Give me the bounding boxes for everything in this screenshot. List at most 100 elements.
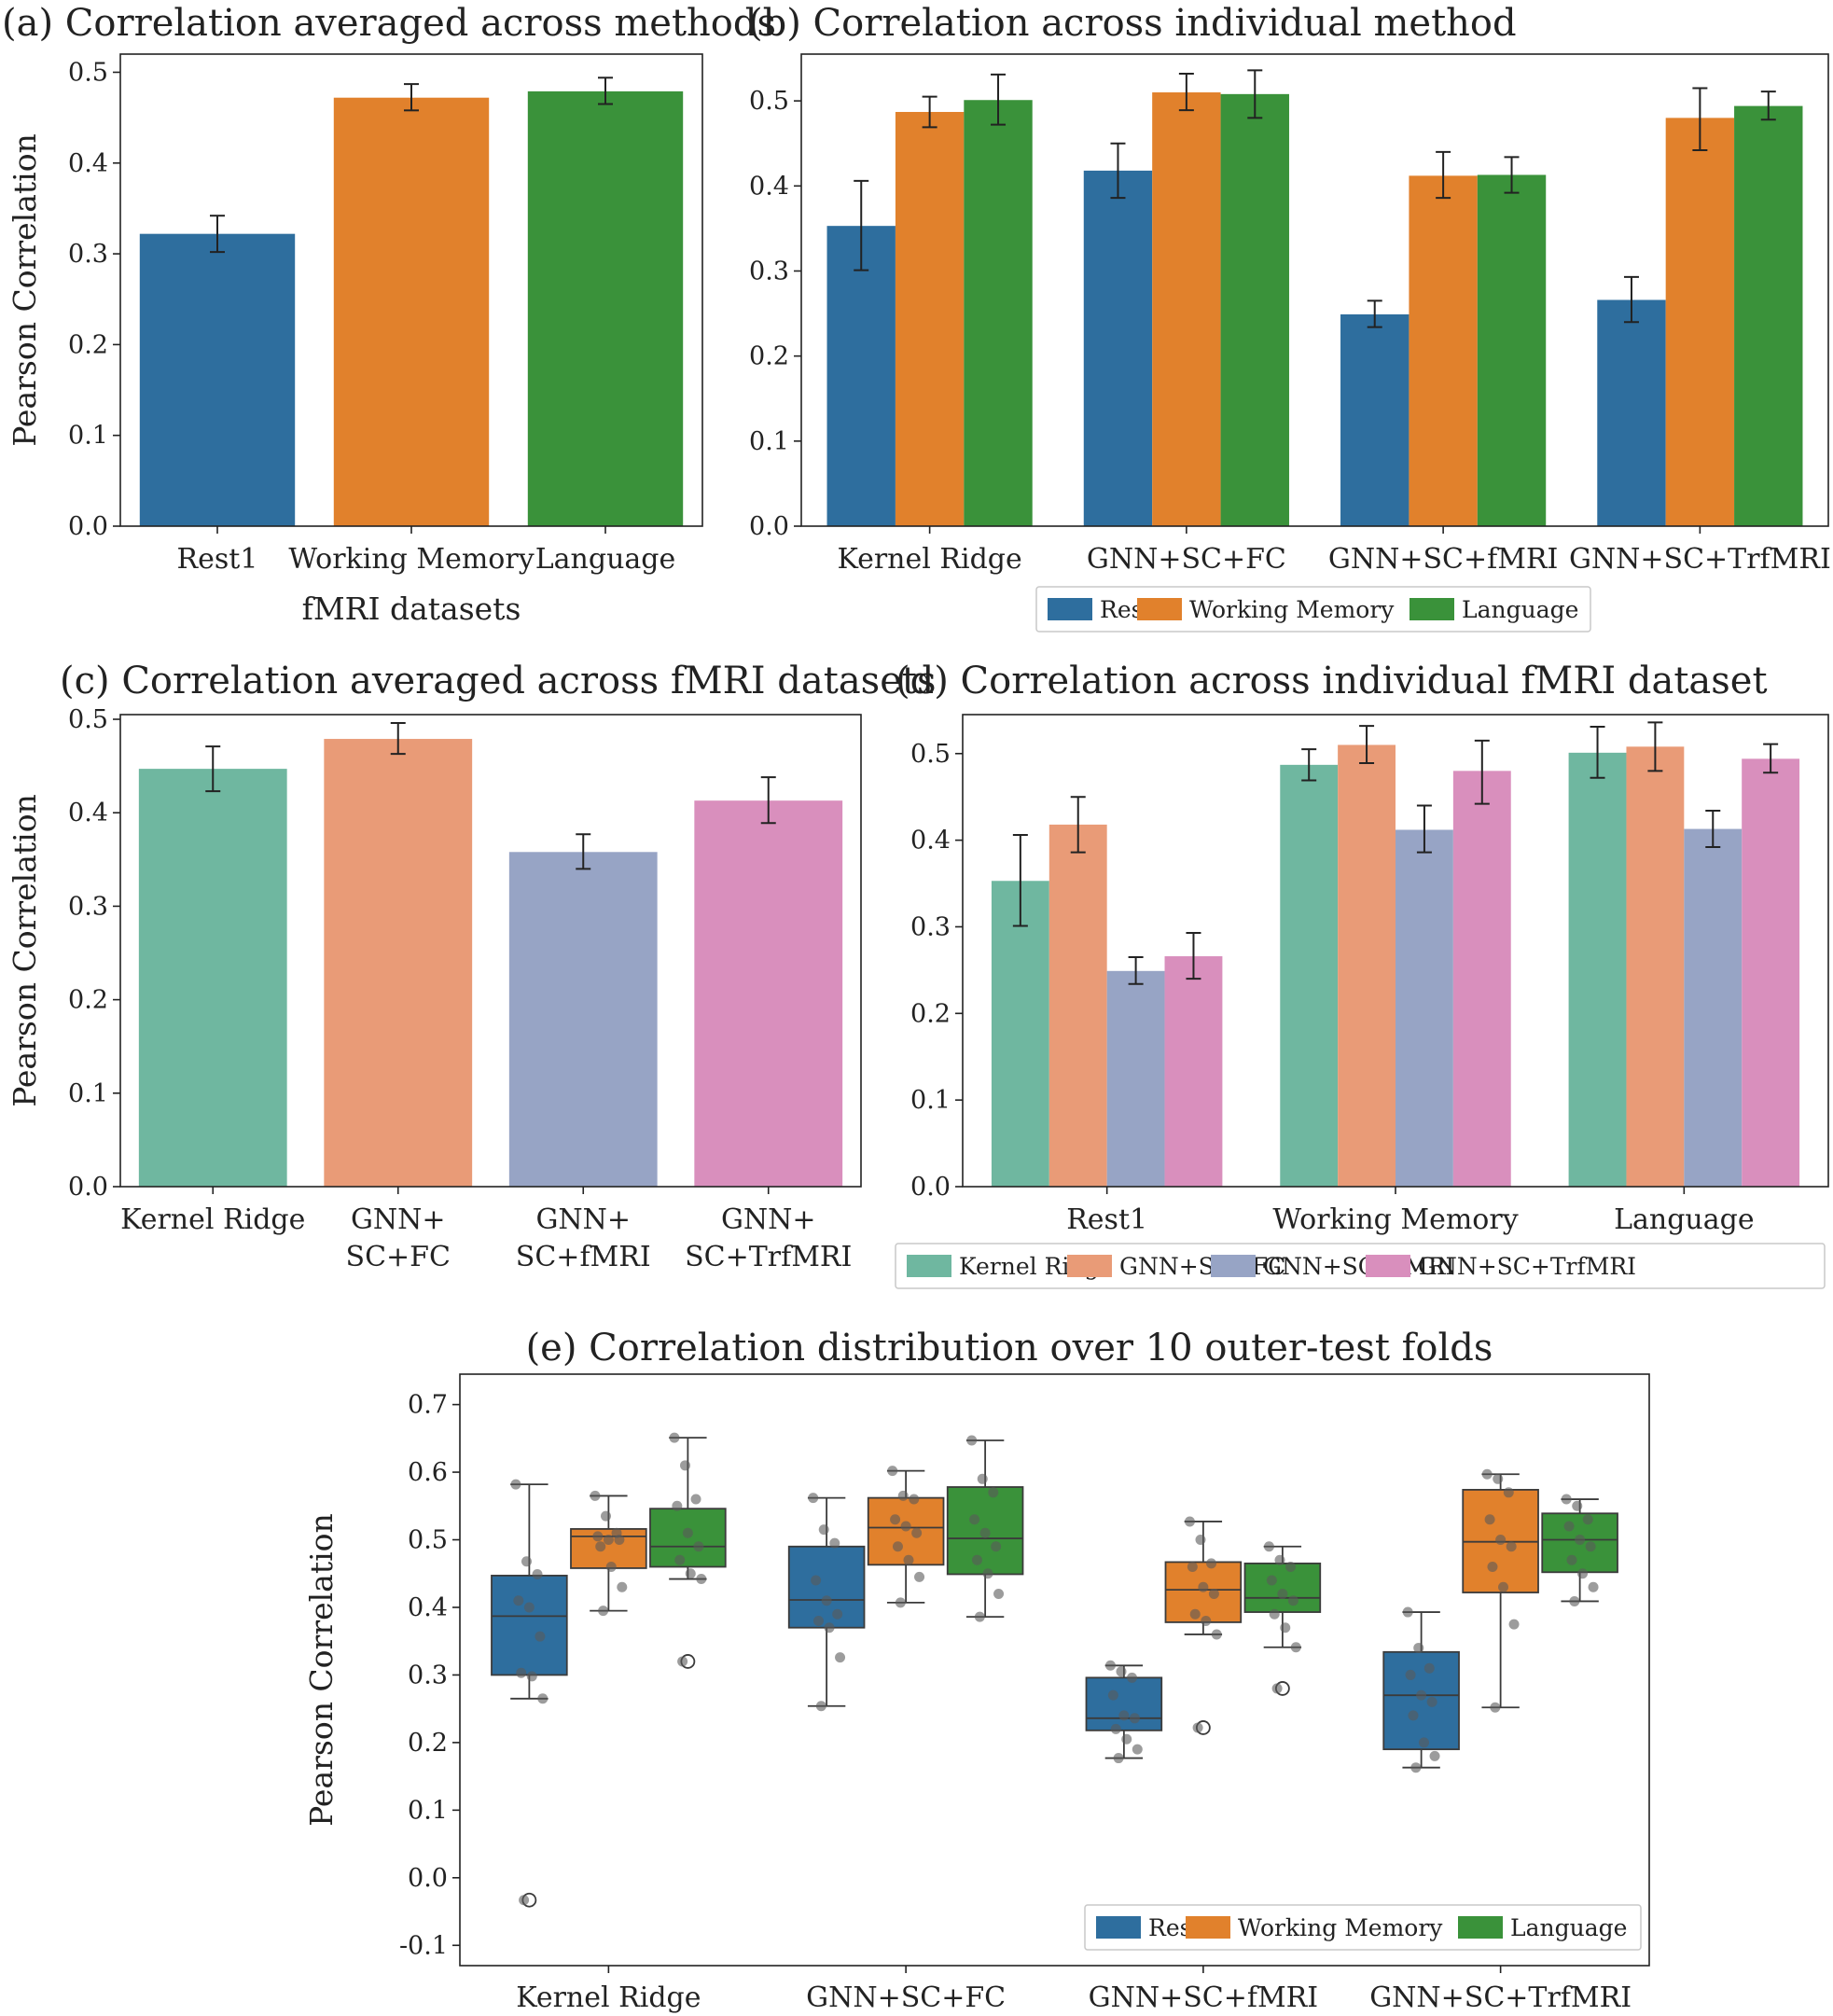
panel-d-ytick-label: 0.2 xyxy=(910,999,951,1028)
panel-e-data-point xyxy=(835,1652,846,1663)
panel-c-bar-chart: Kernel Ridge GNN+ SC+FC GNN+ SC+fMRI GNN+ SC+T… xyxy=(7,660,936,1273)
panel-c-xtick-label: GNN+ xyxy=(535,1203,631,1236)
panel-e-data-point xyxy=(1192,1722,1203,1733)
panel-e-ylabel: Pearson Correlation xyxy=(303,1513,340,1827)
panel-a-ylabel: Pearson Correlation xyxy=(7,133,43,447)
panel-e-box xyxy=(1085,1676,1163,1731)
panel-e-data-point xyxy=(1274,1554,1285,1565)
panel-a-xlabel: fMRI datasets xyxy=(302,591,521,627)
panel-d-bar xyxy=(1452,771,1511,1187)
panel-e-data-point xyxy=(595,1541,606,1552)
panel-b-ytick-label: 0.0 xyxy=(749,512,789,541)
panel-e-data-point xyxy=(909,1494,920,1505)
panel-e-data-point xyxy=(682,1527,693,1538)
panel-e-data-point xyxy=(674,1554,686,1565)
panel-e-data-point xyxy=(1484,1514,1495,1525)
panel-c-ytick-label: 0.3 xyxy=(68,892,108,921)
panel-e-data-point xyxy=(979,1527,991,1538)
panel-e-data-point xyxy=(1487,1562,1498,1573)
panel-e-data-point xyxy=(1277,1588,1288,1599)
panel-a-xtick-label: Language xyxy=(535,543,676,576)
panel-e-data-point xyxy=(1588,1581,1599,1592)
panel-e-xtick-label: Kernel Ridge xyxy=(516,1981,701,2014)
panel-e-data-point xyxy=(679,1460,690,1471)
panel-e-data-point xyxy=(1426,1696,1437,1707)
panel-b-ytick-label: 0.1 xyxy=(749,427,789,456)
panel-e-data-point xyxy=(982,1568,993,1579)
panel-a-bar xyxy=(333,97,490,526)
panel-b-bar xyxy=(1340,313,1409,526)
panel-e-data-point xyxy=(685,1568,696,1579)
panel-e-data-point xyxy=(513,1595,524,1606)
panel-e-box xyxy=(491,1575,568,1676)
panel-c-xtick-label: GNN+ xyxy=(721,1203,816,1236)
panel-a-bar xyxy=(139,233,296,526)
panel-c-bar xyxy=(138,769,287,1187)
panel-d-legend-swatch xyxy=(1067,1255,1112,1277)
panel-e-data-point xyxy=(993,1588,1005,1599)
panel-e-data-point xyxy=(832,1608,843,1620)
panel-b-bar xyxy=(1665,118,1735,526)
panel-e-data-point xyxy=(1201,1615,1212,1626)
panel-e-data-point xyxy=(1263,1541,1274,1552)
panel-e-data-point xyxy=(887,1466,898,1477)
panel-e-data-point xyxy=(988,1487,999,1498)
panel-a-ytick-label: 0.1 xyxy=(68,422,108,451)
panel-a-title: (a) Correlation averaged across methods xyxy=(2,2,776,45)
panel-c-xtick-label: SC+fMRI xyxy=(516,1241,651,1273)
panel-b-bar xyxy=(826,226,896,526)
panel-d-legend-swatch xyxy=(1211,1255,1256,1277)
panel-b-bar xyxy=(1152,92,1221,526)
panel-e-ytick-label: 0.6 xyxy=(408,1458,448,1487)
panel-e-data-point xyxy=(1423,1662,1435,1674)
panel-e-data-point xyxy=(1490,1702,1501,1713)
panel-e-data-point xyxy=(1211,1629,1222,1640)
panel-b-legend-swatch xyxy=(1048,598,1092,620)
panel-e-legend-swatch xyxy=(1458,1916,1503,1939)
panel-b-legend-swatch xyxy=(1409,598,1454,620)
panel-b-bar xyxy=(1220,93,1289,526)
panel-d-xtick-label: Working Memory xyxy=(1272,1203,1518,1236)
panel-e-data-point xyxy=(829,1537,840,1549)
panel-e-data-point xyxy=(526,1671,537,1682)
panel-e-data-point xyxy=(696,1574,707,1585)
panel-b-axes-frame xyxy=(800,53,1829,527)
panel-c-xtick-label: Kernel Ridge xyxy=(120,1203,305,1236)
panel-e-data-point xyxy=(811,1575,822,1586)
panel-e-data-point xyxy=(516,1667,527,1678)
panel-d-bar xyxy=(1626,746,1685,1187)
panel-d-grouped-bar-chart: Rest1 Working Memory Language 0.0 0.1 0.2 0.3 0… xyxy=(895,660,1829,1289)
panel-c-bar xyxy=(694,800,843,1187)
panel-e-xtick-label: GNN+SC+FC xyxy=(806,1981,1006,2014)
panel-e-data-point xyxy=(1187,1562,1198,1573)
panel-e-data-point xyxy=(672,1500,683,1511)
panel-e-data-point xyxy=(537,1693,549,1704)
panel-b-ytick-label: 0.4 xyxy=(749,172,789,201)
panel-c-ytick-label: 0.4 xyxy=(68,799,108,827)
panel-c-ytick-label: 0.2 xyxy=(68,986,108,1015)
panel-b-bar xyxy=(895,111,965,526)
panel-e-data-point xyxy=(1503,1487,1514,1498)
panel-e-data-point xyxy=(1113,1753,1124,1764)
panel-d-xtick-label: Language xyxy=(1614,1203,1755,1236)
panel-a-ytick-label: 0.4 xyxy=(68,149,108,178)
panel-e-data-point xyxy=(693,1541,704,1552)
panel-e-legend-label: Working Memory xyxy=(1238,1914,1443,1941)
panel-b-bar xyxy=(964,100,1033,527)
panel-d-ytick-label: 0.4 xyxy=(910,827,951,855)
panel-d-bar xyxy=(1396,829,1453,1187)
panel-e-data-point xyxy=(1271,1683,1283,1694)
panel-e-ytick-label: 0.2 xyxy=(408,1729,448,1758)
panel-e-data-point xyxy=(521,1556,532,1567)
panel-e-data-point xyxy=(818,1524,829,1536)
panel-a-bar xyxy=(527,90,684,527)
panel-e-data-point xyxy=(1563,1521,1575,1532)
panel-b-ytick-label: 0.2 xyxy=(749,342,789,371)
panel-e-data-point xyxy=(1116,1666,1127,1677)
panel-c-bar xyxy=(508,852,658,1187)
panel-e-data-point xyxy=(1506,1541,1517,1552)
panel-e-box xyxy=(1382,1650,1460,1751)
panel-e-ytick-label: -0.1 xyxy=(399,1931,448,1960)
panel-e-data-point xyxy=(1184,1516,1195,1527)
